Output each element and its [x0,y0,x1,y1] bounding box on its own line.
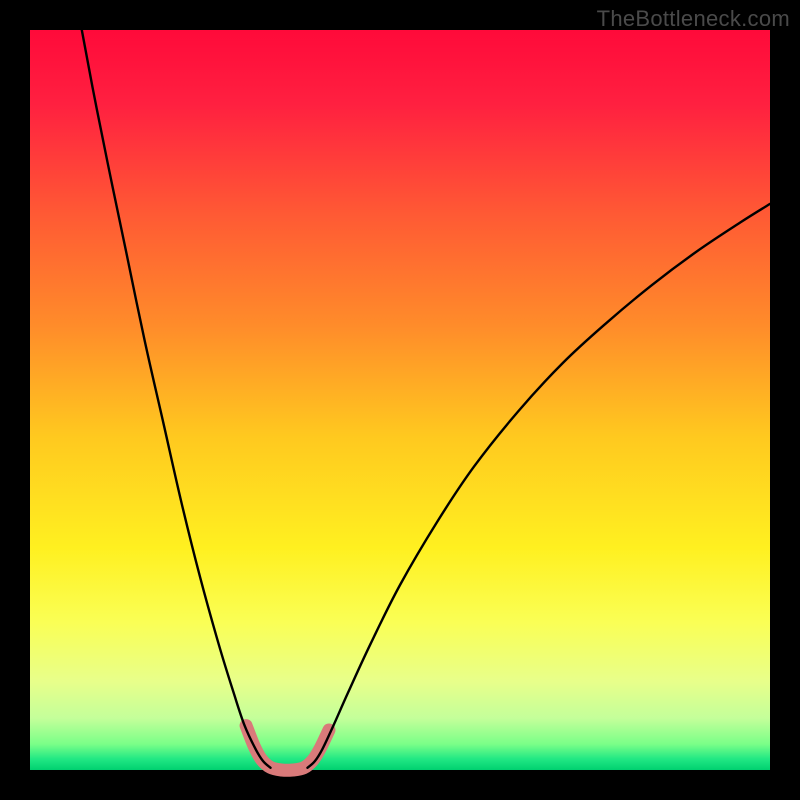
watermark-label: TheBottleneck.com [597,6,790,32]
plot-background [30,30,770,770]
chart-container: TheBottleneck.com [0,0,800,800]
bottleneck-chart [0,0,800,800]
